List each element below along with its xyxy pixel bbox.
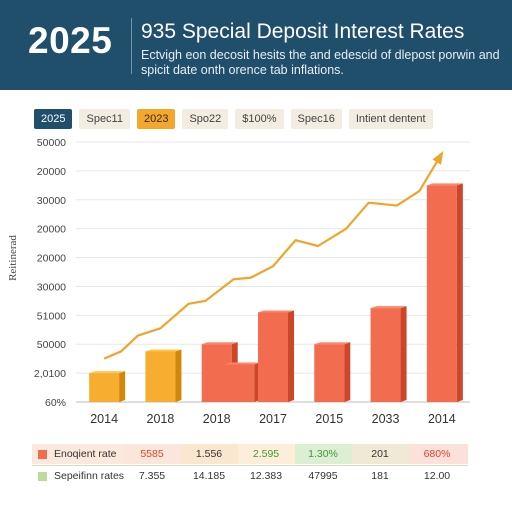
cell-background [295,444,352,464]
table-cell: 5585 [140,448,164,460]
table-cell: 7.355 [138,470,166,482]
x-tick-label: 2014 [428,412,456,426]
bar [426,185,457,402]
bar [258,312,288,402]
bar-top [145,349,182,352]
cell-background [352,444,409,464]
bar-top [314,342,351,345]
header-divider [131,18,132,74]
bar-side [288,310,294,402]
x-tick-label: 2018 [147,412,175,426]
table-row-name: Enoqient rate [54,448,117,460]
y-tick-label: 30000 [37,281,66,293]
cell-background [238,444,295,464]
table-cell: 2.595 [252,448,280,460]
x-tick-label: 2014 [90,412,118,426]
bar [314,344,345,402]
bar-top [201,342,238,345]
bar-side [119,371,126,402]
bar-side [175,349,182,402]
page-title: 935 Special Deposit Interest Rates [141,20,465,43]
tab-1[interactable]: Spec11 [79,109,130,129]
tab-3[interactable]: Spo22 [182,109,229,129]
x-tick-label: 2017 [259,412,287,426]
series-line [103,152,443,360]
row-background [32,444,124,464]
tab-2[interactable]: 2023 [136,109,176,129]
y-tick-label: 50000 [37,137,66,149]
cell-background [124,444,181,464]
cell-background [409,444,468,464]
tab-bar: 2025 Spec11 2023 Spo22 $100% Spec16 Inti… [34,109,433,129]
page-subtitle: Ectvigh eon decosit hesits the and edesc… [141,48,500,77]
tab-6[interactable]: Intient dentent [348,109,433,129]
y-tick-label: 30000 [37,195,66,207]
table-row: Sepeifinn rates 7.355 14.185 12.383 4799… [32,466,468,486]
bar-top [426,183,463,186]
table-cell: 680% [423,448,451,460]
line-arrowhead [432,150,444,165]
x-tick-label: 2018 [203,412,231,426]
x-tick-label: 2015 [315,412,343,426]
bar [224,364,255,402]
tab-5[interactable]: Spec16 [290,109,342,129]
table-cell: 12.383 [249,470,283,482]
bar-top [258,310,294,313]
y-tick-label: 50000 [37,339,66,351]
table-divider [32,465,468,466]
header-banner: 2025 935 Special Deposit Interest Rates … [0,0,512,90]
table-cell: 1.556 [195,448,223,460]
bar [145,351,176,402]
bar [370,308,401,402]
bar-side [400,306,407,402]
y-tick-label: 20000 [37,166,66,178]
x-tick-label: 2033 [372,412,400,426]
y-tick-label: 20000 [37,253,66,265]
legend-swatch [38,472,47,481]
y-tick-label: 60% [45,397,66,409]
table-cell: 201 [371,448,389,460]
bar-side [344,342,351,402]
y-tick-label: 2,0100 [34,368,66,380]
table-row-name: Sepeifinn rates [54,470,125,482]
bar-top [370,306,407,309]
y-tick-label: 51000 [37,310,66,322]
y-tick-label: 20000 [37,224,66,236]
table-cell: 1.30% [308,448,338,460]
bar-top [89,371,126,374]
chart-area: 50000 20000 30000 20000 20000 30000 51000 50000… [34,137,470,426]
data-table: Enoqient rate 5585 1.556 2.595 1.30% 201… [32,444,468,486]
table-cell: 181 [371,470,389,482]
table-cell: 14.185 [192,470,226,482]
tab-4[interactable]: $100% [235,109,284,129]
bar-side [456,183,463,402]
cell-background [181,444,238,464]
table-row: Enoqient rate 5585 1.556 2.595 1.30% 201… [32,444,468,464]
bar [89,373,120,402]
header-year: 2025 [28,20,113,61]
legend-swatch [38,450,47,459]
tab-0[interactable]: 2025 [34,109,73,129]
bar-top [224,362,261,365]
table-cell: 47995 [308,470,338,482]
table-cell: 12.00 [423,470,451,482]
